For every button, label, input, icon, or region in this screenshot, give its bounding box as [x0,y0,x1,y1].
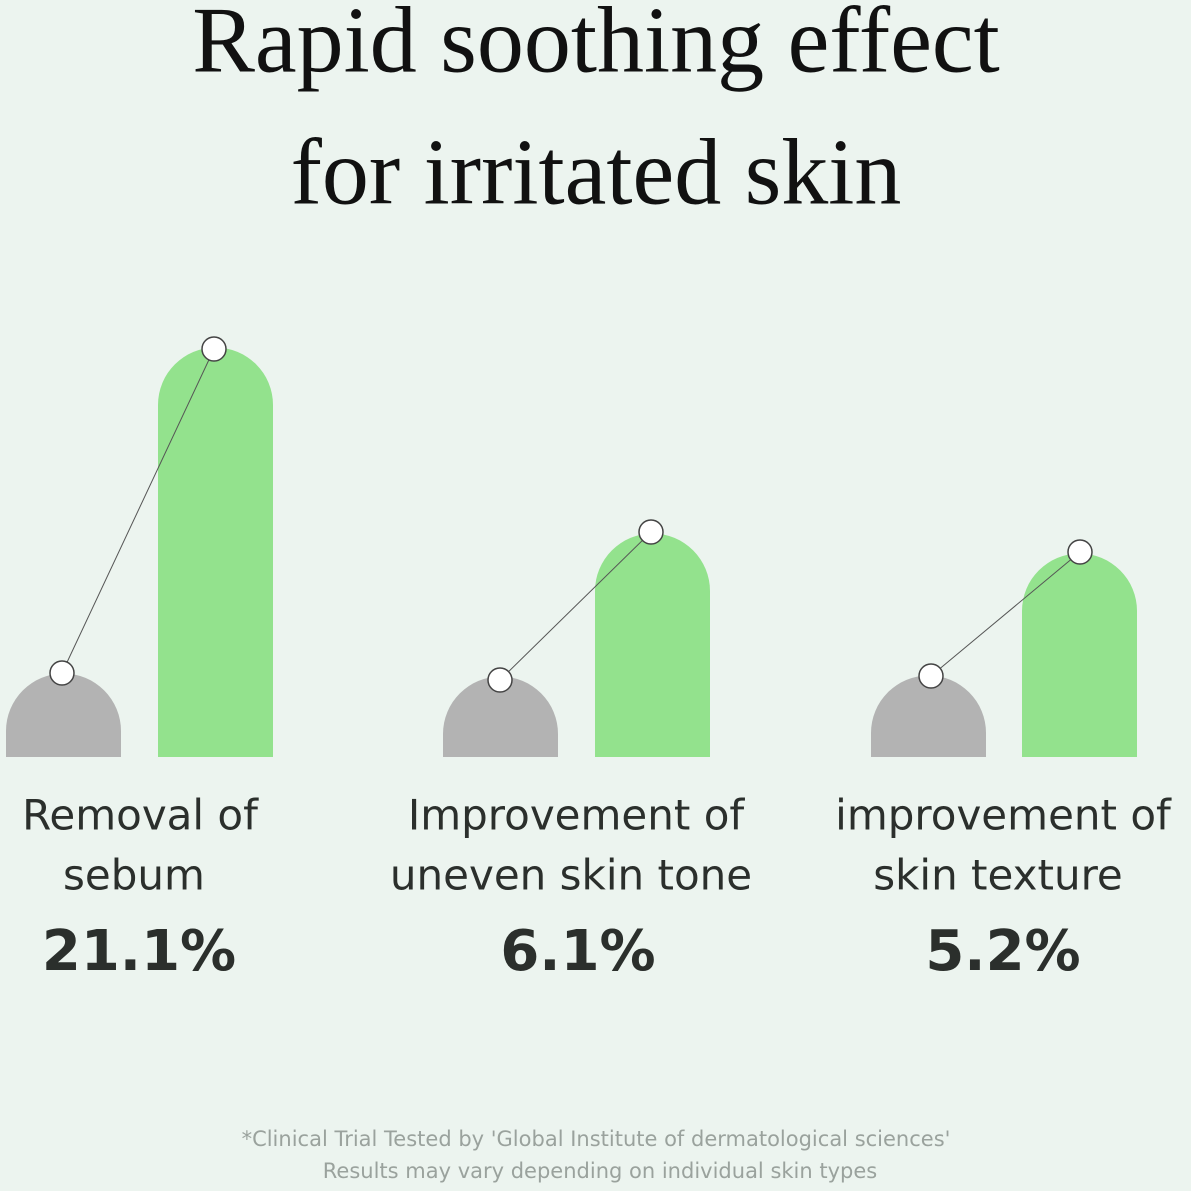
dot [49,660,75,686]
before-bar [6,673,121,757]
item-value: 6.1% [500,919,655,984]
dot [487,667,513,693]
after-bar [158,347,273,757]
item-label: uneven skin tone [390,851,752,900]
connector [930,551,1081,677]
after-bar [595,533,710,757]
item-label: Improvement of [408,791,746,840]
item-label: Removal of [22,791,259,840]
dot [201,336,227,362]
item-label: sebum [63,851,205,900]
item-label: improvement of [835,791,1172,840]
before-bar [871,675,986,757]
connector [61,348,215,674]
item-value: 5.2% [925,919,1080,984]
after-bar [1022,553,1137,757]
before-bar [443,676,558,757]
title: Rapid soothing effect [192,0,1000,93]
footnote: *Clinical Trial Tested by 'Global Instit… [242,1127,951,1151]
dot [918,663,944,689]
dot [1067,539,1093,565]
bar-group [871,539,1137,757]
item-label: skin texture [873,851,1123,900]
bar-group [443,519,710,757]
title: for irritated skin [291,121,902,225]
connector [499,531,652,681]
bar-group [6,336,273,757]
footnote: Results may vary depending on individual… [323,1159,877,1183]
item-value: 21.1% [42,919,236,984]
dot [638,519,664,545]
